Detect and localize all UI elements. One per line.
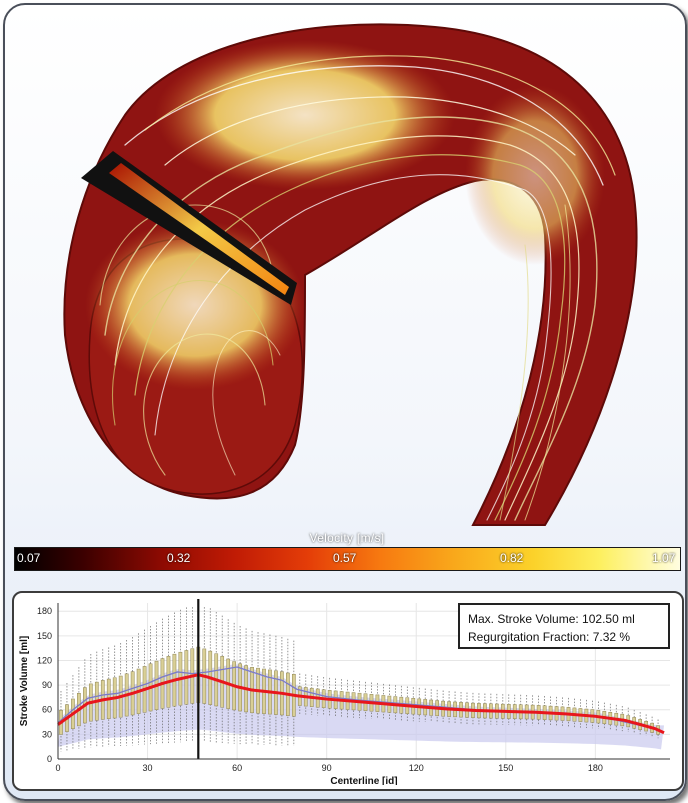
velocity-colorbar xyxy=(14,547,681,571)
x-tick-label: 180 xyxy=(588,763,603,773)
y-tick-label: 90 xyxy=(42,680,52,690)
stroke-volume-info-box: Max. Stroke Volume: 102.50 ml Regurgitat… xyxy=(458,603,670,649)
y-tick-label: 30 xyxy=(42,729,52,739)
y-tick-label: 120 xyxy=(37,655,52,665)
x-tick-label: 150 xyxy=(498,763,513,773)
aorta-streamline-render xyxy=(63,23,638,526)
colorbar-title: Velocity [m/s] xyxy=(309,531,385,545)
colorbar-tick: 1.07 xyxy=(652,551,676,565)
colorbar-tick: 0.57 xyxy=(333,551,357,565)
x-tick-label: 30 xyxy=(143,763,153,773)
stroke-volume-chart: 0 30 60 90 120 150 180 0 30 60 90 120 150 180 Centerli… xyxy=(19,599,670,785)
median-line xyxy=(57,666,656,730)
figure-frame: Velocity [m/s] 0.07 0.32 0.57 0.82 1.07 … xyxy=(3,3,687,801)
x-tick-label: 60 xyxy=(232,763,242,773)
stroke-volume-plot-panel: 0 30 60 90 120 150 180 0 30 60 90 120 150 180 Centerli… xyxy=(12,591,684,791)
flow-core-descending xyxy=(465,85,605,265)
y-tick-label: 0 xyxy=(47,754,52,764)
x-tick-label: 0 xyxy=(55,763,60,773)
y-axis-label: Stroke Volume [ml] xyxy=(19,636,30,726)
x-tick-label: 90 xyxy=(322,763,332,773)
cutting-plane-velocity xyxy=(109,163,289,295)
flow-core-arch xyxy=(155,40,455,190)
mean-line xyxy=(57,673,665,735)
x-axis-label: Centerline [id] xyxy=(330,776,397,785)
colorbar-tick: 0.82 xyxy=(500,551,524,565)
y-tick-label: 150 xyxy=(37,631,52,641)
colorbar-tick: 0.07 xyxy=(17,551,41,565)
regurgitation-fraction-text: Regurgitation Fraction: 7.32 % xyxy=(468,630,631,644)
y-tick-label: 180 xyxy=(37,606,52,616)
y-tick-label: 60 xyxy=(42,705,52,715)
max-stroke-volume-text: Max. Stroke Volume: 102.50 ml xyxy=(468,612,635,626)
colorbar-tick: 0.32 xyxy=(167,551,191,565)
x-tick-label: 120 xyxy=(409,763,424,773)
